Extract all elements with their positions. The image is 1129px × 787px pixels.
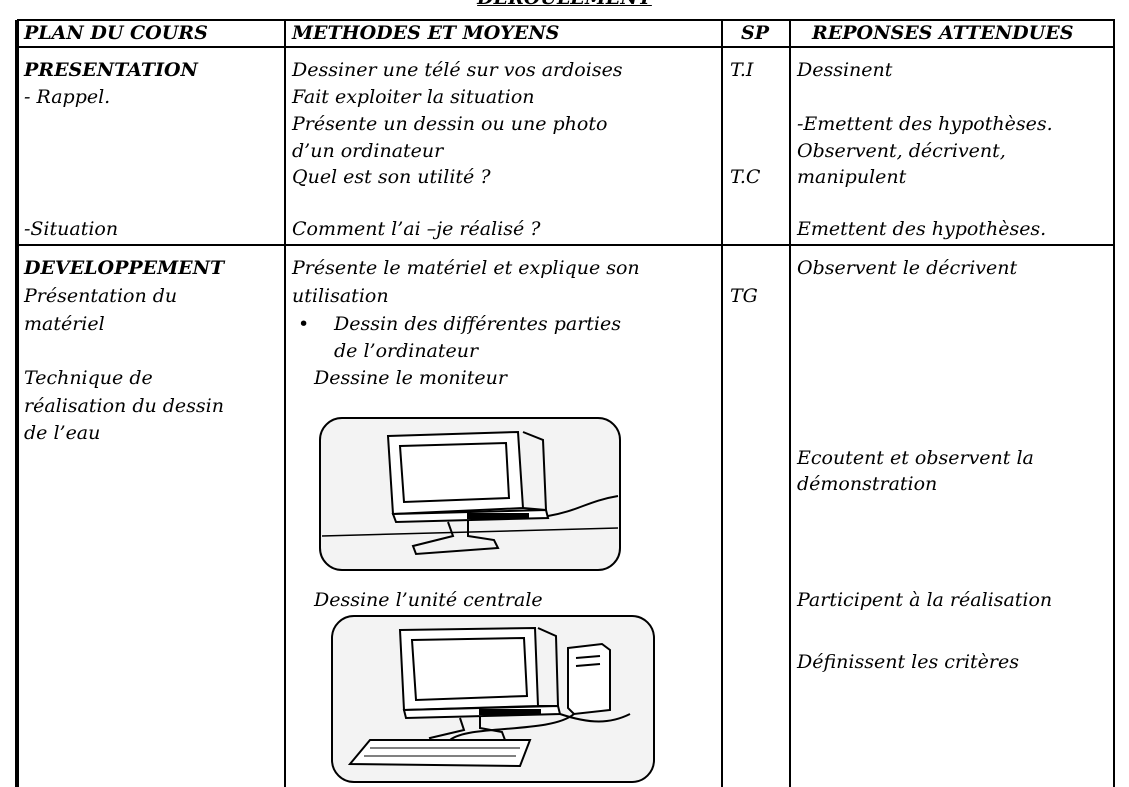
cell-text: Dessinent — [797, 59, 893, 81]
computer-illustration — [331, 615, 655, 783]
cell-text: utilisation — [292, 285, 389, 307]
bullet: • — [298, 313, 310, 335]
heading: DEROULEMENT — [0, 0, 1129, 10]
table-border — [789, 20, 791, 787]
cell-text: Observent, décrivent, — [797, 140, 1006, 162]
cell-text: matériel — [24, 313, 105, 335]
table-border — [284, 20, 286, 787]
table-border — [17, 19, 1115, 21]
cell-text: - Rappel. — [24, 86, 111, 108]
cell-text: -Emettent des hypothèses. — [797, 113, 1053, 135]
cell-text: Ecoutent et observent la — [797, 447, 1034, 469]
cell-text: Dessin des différentes parties — [334, 313, 621, 335]
cell-text: Dessine l’unité centrale — [314, 589, 543, 611]
cell-text: Fait exploiter la situation — [292, 86, 535, 108]
cell-text: Comment l’ai –je réalisé ? — [292, 218, 541, 240]
monitor-illustration — [319, 417, 621, 571]
cell-text: de l’eau — [24, 422, 101, 444]
cell-text: Présente un dessin ou une photo — [292, 113, 608, 135]
column-header: REPONSES ATTENDUES — [812, 22, 1074, 44]
cell-text: Présentation du — [24, 285, 178, 307]
column-header: PLAN DU COURS — [24, 22, 208, 44]
cell-text: Emettent des hypothèses. — [797, 218, 1047, 240]
cell-text: Technique de — [24, 367, 153, 389]
cell-text: Observent le décrivent — [797, 257, 1018, 279]
cell-text: -Situation — [24, 218, 119, 240]
section-title: PRESENTATION — [24, 59, 198, 81]
table-border — [17, 244, 1115, 246]
table-border — [1113, 20, 1115, 787]
cell-text: Participent à la réalisation — [797, 589, 1053, 611]
column-header: SP — [741, 22, 770, 44]
cell-text: Dessine le moniteur — [314, 367, 507, 389]
section-title: DEVELOPPEMENT — [24, 257, 225, 279]
cell-text: Définissent les critères — [797, 651, 1019, 673]
cell-text: démonstration — [797, 473, 938, 495]
cell-text: T.I — [730, 59, 754, 81]
cell-text: Dessiner une télé sur vos ardoises — [292, 59, 623, 81]
cell-text: T.C — [730, 166, 761, 188]
cell-text: TG — [730, 285, 758, 307]
cell-text: Présente le matériel et explique son — [292, 257, 640, 279]
cell-text: de l’ordinateur — [334, 340, 479, 362]
table-border — [17, 46, 1115, 48]
table-border — [721, 20, 723, 787]
cell-text: manipulent — [797, 166, 907, 188]
cell-text: d’un ordinateur — [292, 140, 444, 162]
column-header: METHODES ET MOYENS — [292, 22, 560, 44]
cell-text: réalisation du dessin — [24, 395, 224, 417]
table-border — [15, 20, 19, 787]
cell-text: Quel est son utilité ? — [292, 166, 491, 188]
